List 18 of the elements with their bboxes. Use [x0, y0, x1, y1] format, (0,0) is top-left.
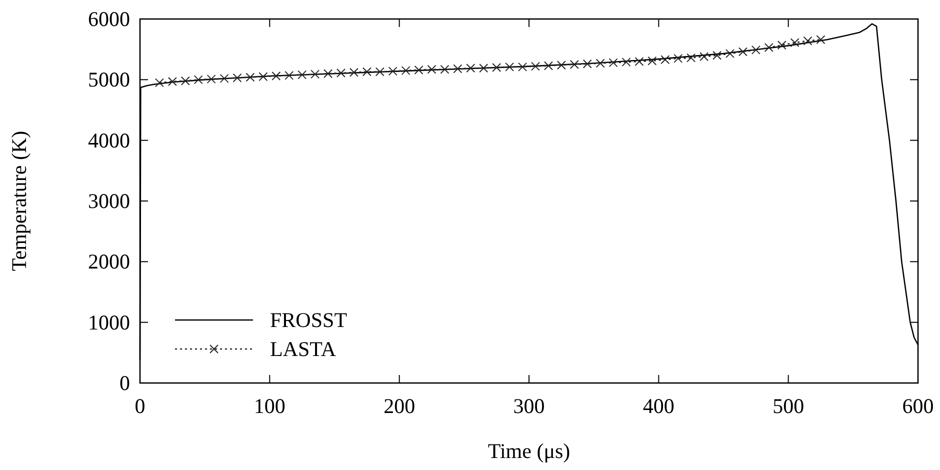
y-tick-label: 6000	[88, 7, 130, 31]
x-tick-label: 500	[772, 394, 804, 418]
y-tick-label: 1000	[88, 310, 130, 334]
legend-label: FROSST	[270, 308, 348, 332]
x-tick-label: 100	[254, 394, 286, 418]
x-tick-label: 200	[384, 394, 416, 418]
y-tick-label: 5000	[88, 68, 130, 92]
x-tick-label: 600	[902, 394, 934, 418]
x-tick-label: 400	[642, 394, 674, 418]
y-tick-label: 3000	[88, 189, 130, 213]
y-tick-label: 2000	[88, 250, 130, 274]
y-tick-label: 0	[120, 371, 130, 395]
x-axis-title: Time (μs)	[488, 439, 570, 463]
x-tick-label: 300	[513, 394, 545, 418]
legend-label: LASTA	[270, 337, 337, 361]
y-tick-label: 4000	[88, 128, 130, 152]
y-axis-title: Temperature (K)	[7, 130, 31, 272]
x-tick-label: 0	[134, 394, 146, 418]
